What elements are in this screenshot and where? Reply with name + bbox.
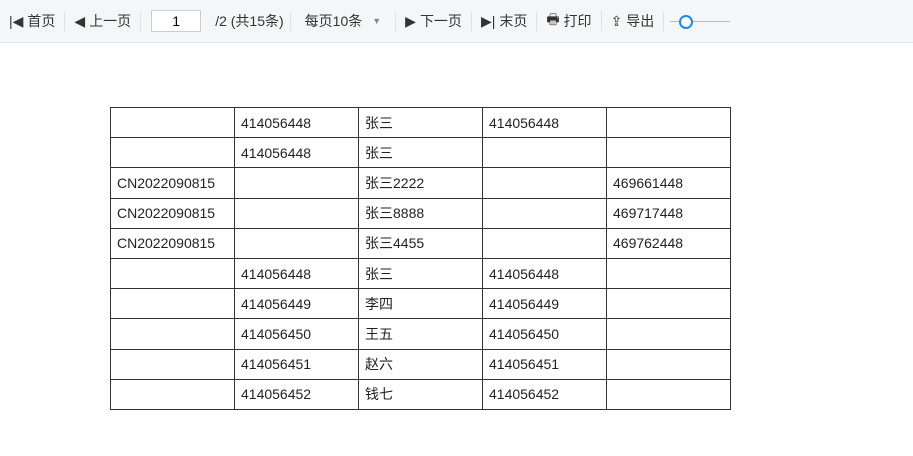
first-label: 首页 xyxy=(27,13,56,29)
table-cell xyxy=(110,378,235,410)
divider xyxy=(663,11,665,31)
table-cell: 赵六 xyxy=(358,348,483,380)
table-cell xyxy=(110,348,235,380)
table-cell: 469762448 xyxy=(606,227,731,259)
table-cell xyxy=(110,288,235,320)
table-cell: 张三8888 xyxy=(358,197,483,229)
export-label: 导出 xyxy=(626,13,655,29)
table-cell: 414056451 xyxy=(482,348,607,380)
printer-icon: 🖶 xyxy=(546,11,560,27)
first-page-button[interactable]: |◀ 首页 xyxy=(0,11,64,31)
table-cell: 414056449 xyxy=(234,288,359,320)
divider xyxy=(140,11,142,31)
divider xyxy=(289,11,291,31)
page-size-label: 每页10条 xyxy=(304,13,363,29)
table-row: 414056451 赵六 414056451 xyxy=(110,348,731,380)
table-cell: 414056448 xyxy=(234,106,359,139)
table-cell: 469661448 xyxy=(606,167,731,199)
zoom-slider[interactable] xyxy=(670,11,731,31)
slider-handle[interactable] xyxy=(679,15,694,29)
table-cell xyxy=(110,106,235,139)
table-row: 414056448 张三 414056448 xyxy=(110,257,731,290)
table-cell xyxy=(606,137,731,169)
table-cell: 414056452 xyxy=(234,378,359,410)
table-cell xyxy=(482,137,607,169)
table-cell xyxy=(606,378,731,410)
table-cell xyxy=(110,318,235,350)
table-cell: 张三 xyxy=(358,257,483,290)
table-cell: CN2022090815 xyxy=(110,167,235,199)
next-label: 下一页 xyxy=(419,13,462,29)
prev-label: 上一页 xyxy=(89,13,132,29)
table-cell xyxy=(482,197,607,229)
report-toolbar: |◀首页 ◀上一页 /2 (共15条) 每页10条 ▼ ▶下一页 ▶|末页 🖶打印… xyxy=(0,0,913,43)
page-size-select[interactable]: 每页10条 ▼ xyxy=(291,11,396,31)
table-cell: 张三2222 xyxy=(358,167,483,199)
table-cell xyxy=(234,197,359,229)
table-cell: 414056448 xyxy=(234,257,359,290)
table-row: CN2022090815 张三2222 469661448 xyxy=(110,167,731,199)
table-cell xyxy=(110,137,235,169)
prev-icon: ◀ xyxy=(74,12,86,29)
divider xyxy=(470,11,472,31)
table-cell xyxy=(110,257,235,290)
next-icon: ▶ xyxy=(405,12,416,29)
table-cell: 414056450 xyxy=(234,318,359,350)
table-row: 414056450 王五 414056450 xyxy=(110,318,731,350)
export-icon: ⇪ xyxy=(610,12,623,29)
table-cell: CN2022090815 xyxy=(110,197,235,229)
page-total: /2 (共15条) xyxy=(215,13,284,29)
table-cell xyxy=(234,227,359,259)
table-row: CN2022090815 张三4455 469762448 xyxy=(110,227,731,259)
table-cell: 414056451 xyxy=(234,348,359,380)
table-cell: 张三4455 xyxy=(358,227,483,259)
export-button[interactable]: ⇪ 导出 xyxy=(602,11,664,31)
table-cell: 414056449 xyxy=(482,288,607,320)
divider xyxy=(536,11,538,31)
table-cell xyxy=(482,227,607,259)
table-cell: 414056448 xyxy=(234,137,359,169)
print-label: 打印 xyxy=(563,13,592,29)
next-page-button[interactable]: ▶ 下一页 xyxy=(396,11,471,31)
table-row: 414056452 钱七 414056452 xyxy=(110,378,731,410)
prev-page-button[interactable]: ◀ 上一页 xyxy=(65,11,140,31)
table-row: 414056448 张三 414056448 xyxy=(110,106,731,139)
first-page-icon: |◀ xyxy=(9,12,24,29)
slider-track xyxy=(670,21,731,22)
table-cell: 414056450 xyxy=(482,318,607,350)
divider xyxy=(64,11,66,31)
print-button[interactable]: 🖶 打印 xyxy=(537,9,600,33)
page-number-input[interactable] xyxy=(151,10,202,32)
table-cell: 王五 xyxy=(358,318,483,350)
table-cell xyxy=(606,318,731,350)
table-cell: 414056448 xyxy=(482,106,607,139)
last-label: 末页 xyxy=(499,13,528,29)
table-cell: 钱七 xyxy=(358,378,483,410)
table-cell: 469717448 xyxy=(606,197,731,229)
chevron-down-icon: ▼ xyxy=(372,16,382,26)
table-cell xyxy=(606,288,731,320)
table-cell xyxy=(482,167,607,199)
last-page-button[interactable]: ▶| 末页 xyxy=(472,11,536,31)
table-row: 414056448 张三 xyxy=(110,137,731,169)
table-cell: 414056452 xyxy=(482,378,607,410)
table-cell: 李四 xyxy=(358,288,483,320)
table-cell xyxy=(606,348,731,380)
divider xyxy=(600,11,602,31)
table-cell xyxy=(606,257,731,290)
last-page-icon: ▶| xyxy=(480,12,496,29)
table-row: CN2022090815 张三8888 469717448 xyxy=(110,197,731,229)
divider xyxy=(395,11,397,31)
table-row: 414056449 李四 414056449 xyxy=(110,288,731,320)
table-cell: 张三 xyxy=(358,137,483,169)
table-cell: CN2022090815 xyxy=(110,227,235,259)
report-table: 414056448 张三 414056448 414056448 张三 CN2022090… xyxy=(110,106,731,410)
table-cell xyxy=(234,167,359,199)
table-cell: 张三 xyxy=(358,106,483,139)
table-cell xyxy=(606,106,731,139)
table-cell: 414056448 xyxy=(482,257,607,290)
